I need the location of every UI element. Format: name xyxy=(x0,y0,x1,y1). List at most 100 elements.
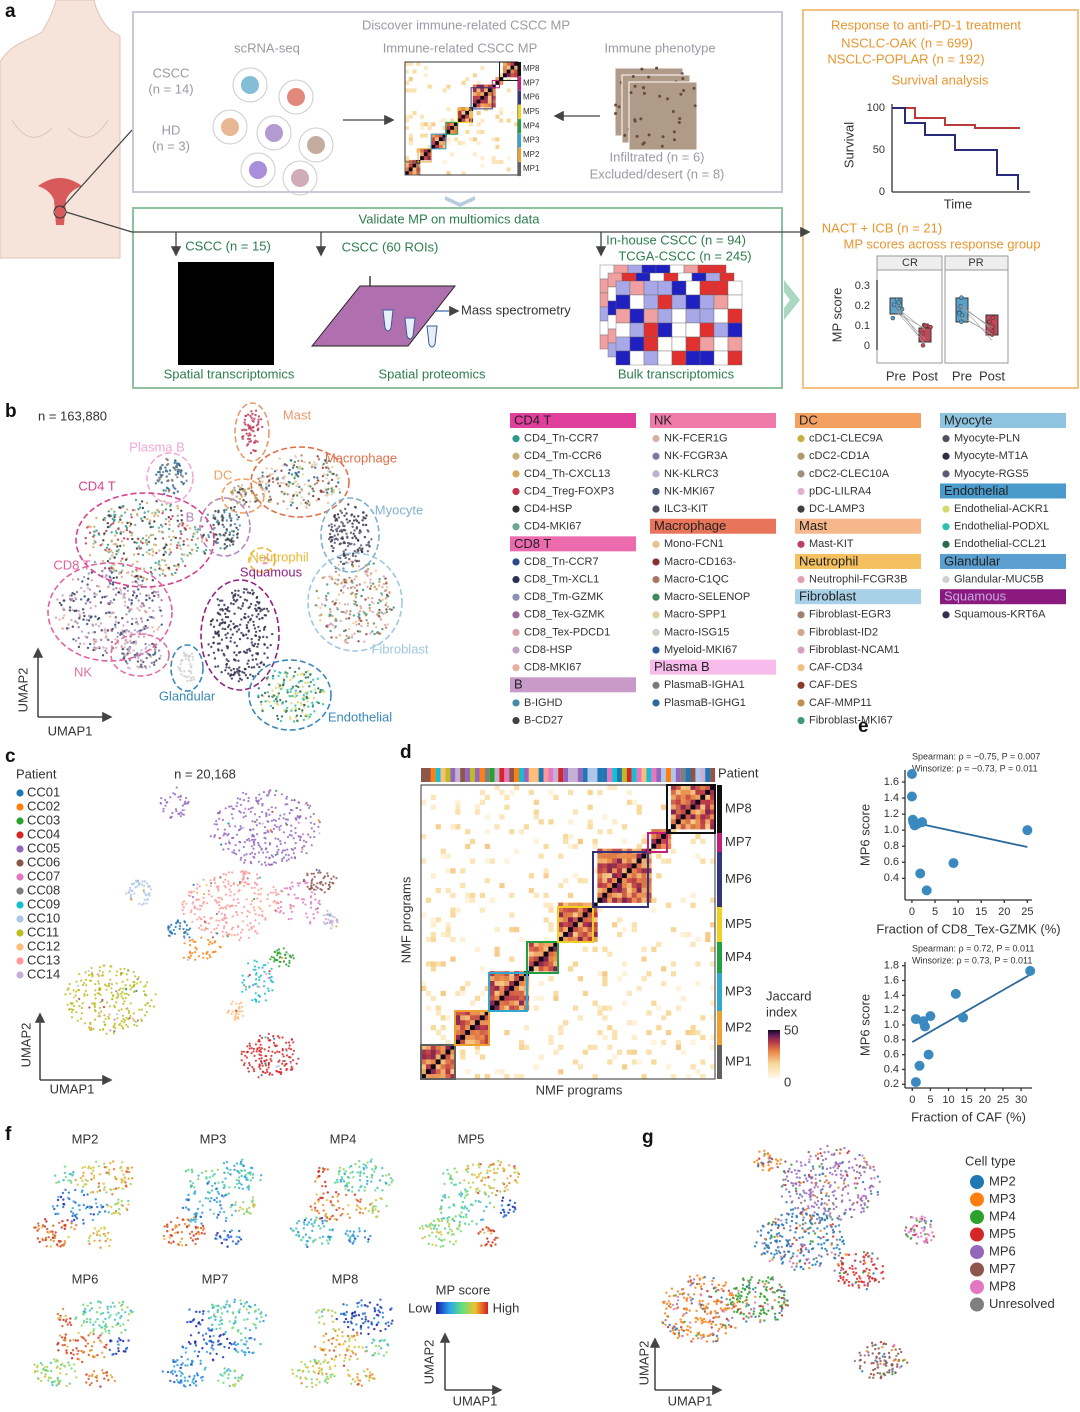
umap-dot xyxy=(143,985,146,988)
umap-dot xyxy=(180,1237,184,1241)
umap-dot xyxy=(153,647,157,651)
umap-dot xyxy=(115,587,118,590)
umap-dot xyxy=(166,1224,169,1228)
umap-dot xyxy=(347,617,351,620)
umap-dot xyxy=(204,1170,208,1173)
umap-dot xyxy=(241,990,244,993)
umap-dot xyxy=(330,478,334,482)
umap-dot xyxy=(243,421,246,424)
umap-dot xyxy=(298,467,302,471)
umap-dot xyxy=(131,537,134,541)
umap-dot xyxy=(127,968,130,972)
umap-dot xyxy=(110,577,114,580)
umap-dot xyxy=(235,805,238,808)
umap-dot xyxy=(193,525,197,529)
umap-dot xyxy=(460,1211,463,1214)
umap-dot xyxy=(152,550,155,553)
umap-dot xyxy=(54,616,58,619)
umap-dot xyxy=(175,922,178,925)
umap-dot xyxy=(123,1019,127,1022)
umap-dot xyxy=(269,473,272,476)
umap-dot xyxy=(257,418,260,421)
umap-dot xyxy=(309,485,312,488)
umap-dot xyxy=(151,599,154,602)
umap-dot xyxy=(238,1005,241,1008)
umap-dot xyxy=(240,856,243,859)
umap-dot xyxy=(253,892,256,895)
umap-dot xyxy=(222,516,225,519)
umap-dot xyxy=(103,516,106,520)
umap-dot xyxy=(342,629,346,633)
umap-dot xyxy=(333,582,337,585)
umap-dot xyxy=(253,1204,256,1207)
umap-dot xyxy=(288,1056,291,1059)
umap-dot xyxy=(110,531,113,534)
umap-dot xyxy=(244,1054,247,1057)
umap-dot xyxy=(113,1030,116,1033)
umap-dot xyxy=(130,531,134,535)
umap-dot xyxy=(275,910,278,913)
umap-dot xyxy=(94,997,97,1000)
umap-dot xyxy=(94,1320,97,1324)
umap-dot xyxy=(105,1166,108,1169)
umap-dot xyxy=(181,903,184,906)
umap-dot xyxy=(111,997,114,1001)
umap-dot xyxy=(350,542,353,545)
umap-dot xyxy=(431,1223,434,1227)
umap-dot xyxy=(345,1183,348,1187)
umap-dot xyxy=(92,530,96,533)
umap-dot xyxy=(60,603,63,607)
umap-dot xyxy=(223,509,226,512)
umap-dot xyxy=(183,900,186,903)
umap-dot xyxy=(344,641,348,644)
umap-dot xyxy=(289,1061,292,1064)
umap-dot xyxy=(324,1185,327,1188)
umap-dot xyxy=(191,655,194,658)
umap-dot xyxy=(252,828,255,831)
umap-dot xyxy=(219,1204,222,1207)
umap-dot xyxy=(101,999,104,1003)
umap-dot xyxy=(72,1171,75,1174)
umap-dot xyxy=(84,989,87,993)
umap-dot xyxy=(270,854,273,857)
umap-dot xyxy=(360,624,363,628)
umap-dot xyxy=(319,1227,322,1230)
umap-dot xyxy=(125,1016,128,1019)
umap-dot xyxy=(363,535,367,539)
umap-dot xyxy=(318,869,321,872)
umap-dot xyxy=(271,480,275,484)
umap-dot xyxy=(86,1179,89,1183)
umap-dot xyxy=(278,826,281,829)
umap-dot xyxy=(223,1183,226,1187)
umap-dot xyxy=(160,614,163,618)
umap-dot xyxy=(257,415,261,418)
umap-dot xyxy=(81,1189,84,1192)
umap-dot xyxy=(307,484,310,487)
umap-dot xyxy=(371,1173,374,1177)
umap-dot xyxy=(313,683,316,687)
umap-dot xyxy=(314,908,317,911)
umap-dot xyxy=(342,553,345,556)
umap-dot xyxy=(286,691,289,694)
umap-dot xyxy=(220,906,223,909)
umap-dot xyxy=(302,718,306,722)
umap-dot xyxy=(104,1323,107,1326)
umap-dot xyxy=(240,1174,243,1178)
umap-dot xyxy=(238,497,242,501)
umap-dot xyxy=(241,437,244,440)
umap-dot xyxy=(345,518,348,521)
umap-dot xyxy=(262,791,265,794)
umap-dot xyxy=(276,851,279,854)
umap-dot xyxy=(215,632,219,635)
umap-dot xyxy=(181,804,184,807)
umap-dot xyxy=(332,875,335,878)
umap-dot xyxy=(110,554,114,557)
umap-dot xyxy=(358,630,362,633)
umap-dot xyxy=(163,559,166,562)
umap-dot xyxy=(251,589,254,592)
umap-dot xyxy=(220,622,223,625)
umap-dot xyxy=(307,833,310,836)
umap-dot xyxy=(176,470,179,473)
umap-dot xyxy=(240,881,243,884)
umap-dot xyxy=(116,631,120,635)
